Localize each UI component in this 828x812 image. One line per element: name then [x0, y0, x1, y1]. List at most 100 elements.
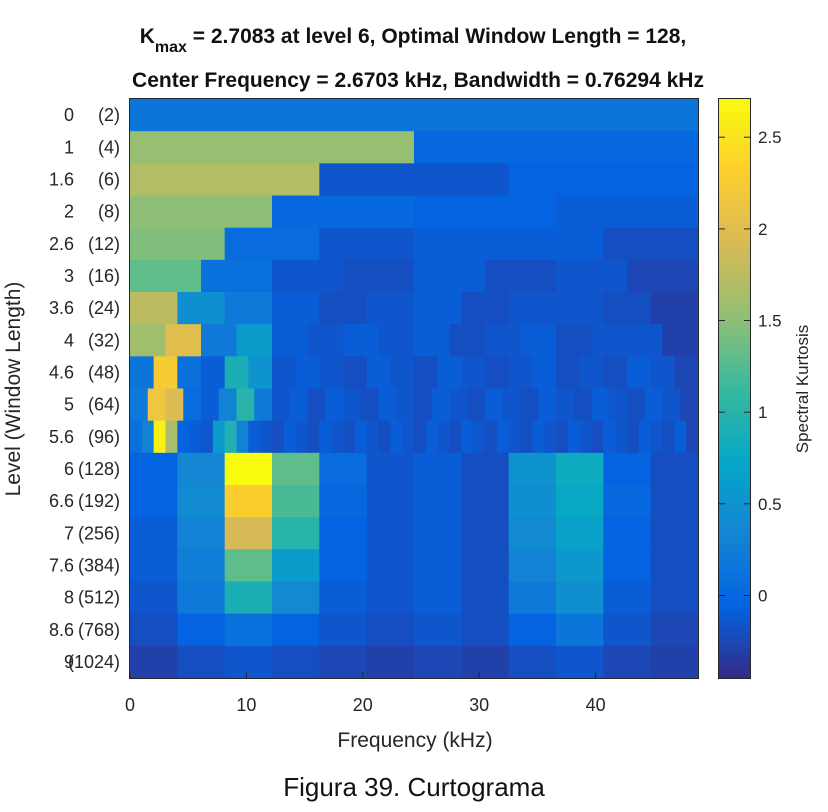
y-tick-window: (2): [98, 105, 120, 125]
heatmap-cell: [414, 356, 439, 390]
heatmap-cell: [130, 388, 149, 422]
heatmap-cell: [449, 420, 462, 454]
heatmap-cell: [272, 356, 297, 390]
heatmap-cell: [248, 420, 261, 454]
heatmap-cell: [485, 324, 522, 357]
heatmap-cell: [177, 485, 226, 518]
y-tick-window: (1024): [68, 652, 120, 672]
heatmap-cell: [437, 356, 462, 390]
heatmap-cell: [467, 388, 486, 422]
heatmap-cell: [508, 517, 557, 550]
heatmap-cell: [603, 549, 652, 583]
colorbar-label: Spectral Kurtosis: [793, 325, 812, 454]
heatmap-cell: [449, 324, 486, 357]
heatmap-cell: [556, 517, 604, 550]
y-tick-window: (4): [98, 137, 120, 157]
y-tick-window: (24): [88, 298, 120, 318]
colorbar-tick-label: 1: [758, 403, 767, 422]
y-tick-window: (16): [88, 266, 120, 286]
heatmap-cell: [461, 292, 510, 325]
heatmap-cell: [402, 420, 415, 454]
y-tick-window: (192): [78, 491, 120, 511]
heatmap-cell: [177, 517, 226, 550]
heatmap-cell: [177, 581, 226, 615]
colorbar-tick-label: 0: [758, 587, 767, 606]
y-tick-level: 2.6: [49, 234, 74, 254]
x-tick-label: 20: [353, 695, 373, 715]
heatmap-cell: [414, 549, 462, 583]
heatmap-cell: [343, 356, 368, 390]
heatmap-cell: [461, 517, 510, 550]
heatmap-cell: [579, 420, 593, 454]
heatmap-cell: [556, 292, 604, 325]
heatmap-cell: [425, 420, 439, 454]
heatmap-cell: [508, 645, 557, 679]
colorbar-tick-label: 2: [758, 220, 767, 239]
heatmap-cell: [130, 131, 415, 164]
heatmap-cell: [603, 452, 652, 486]
y-tick-level: 7.6: [49, 555, 74, 575]
heatmap-cell: [141, 420, 155, 454]
heatmap-cell: [319, 163, 510, 197]
heatmap-cell: [556, 581, 604, 615]
heatmap-cell: [556, 645, 604, 679]
heatmap-cell: [201, 356, 226, 390]
heatmap-cell: [556, 420, 569, 454]
heatmap-cell: [644, 388, 664, 422]
heatmap-cell: [272, 517, 320, 550]
heatmap-cell: [627, 388, 646, 422]
heatmap-cell: [414, 581, 462, 615]
heatmap-cell: [319, 420, 332, 454]
heatmap-cell: [272, 485, 320, 518]
heatmap-cell: [177, 549, 226, 583]
heatmap-cell: [177, 420, 190, 454]
heatmap-cell: [650, 452, 699, 486]
heatmap-cell: [177, 292, 226, 325]
heatmap-cell: [650, 356, 675, 390]
heatmap-cell: [378, 324, 415, 357]
heatmap-cell: [520, 420, 533, 454]
heatmap-cell: [556, 452, 604, 486]
heatmap-cell: [319, 485, 368, 518]
heatmap-cell: [130, 517, 178, 550]
heatmap-cell: [508, 613, 557, 647]
heatmap-cell: [343, 259, 415, 293]
heatmap-cell: [331, 420, 344, 454]
y-axis-label: Level (Window Length): [2, 282, 25, 497]
heatmap-cell: [591, 388, 610, 422]
heatmap-cell: [289, 388, 309, 422]
x-axis-label: Frequency (kHz): [337, 729, 492, 752]
heatmap-cell: [366, 581, 415, 615]
heatmap-cell: [461, 581, 510, 615]
y-tick-level: 2: [64, 202, 74, 222]
heatmap-cell: [189, 420, 202, 454]
heatmap-cell: [153, 356, 178, 390]
heatmap-cell: [508, 227, 604, 261]
heatmap-cell: [319, 452, 368, 486]
x-tick-label: 40: [586, 695, 606, 715]
heatmap-cell: [532, 356, 557, 390]
heatmap-cell: [414, 420, 427, 454]
heatmap-cell: [224, 420, 238, 454]
heatmap-cell: [165, 420, 178, 454]
heatmap-cell: [130, 485, 178, 518]
heatmap-cell: [254, 388, 273, 422]
y-tick-window: (12): [88, 234, 120, 254]
heatmap-cell: [556, 549, 604, 583]
heatmap-cell: [473, 420, 486, 454]
heatmap-cell: [201, 259, 273, 293]
heatmap-cell: [556, 324, 593, 357]
heatmap-cell: [496, 420, 510, 454]
heatmap-cell: [224, 356, 249, 390]
heatmap-cell: [461, 645, 510, 679]
heatmap-cell: [437, 420, 451, 454]
colorbar-tick-label: 1.5: [758, 312, 782, 331]
title-k: K: [140, 25, 155, 48]
heatmap-cell: [674, 356, 699, 390]
heatmap-cell: [461, 485, 510, 518]
heatmap-cell: [224, 452, 273, 486]
heatmap-cell: [556, 388, 575, 422]
heatmap-cell: [414, 613, 462, 647]
heatmap-cell: [307, 420, 320, 454]
heatmap-cell: [650, 581, 699, 615]
